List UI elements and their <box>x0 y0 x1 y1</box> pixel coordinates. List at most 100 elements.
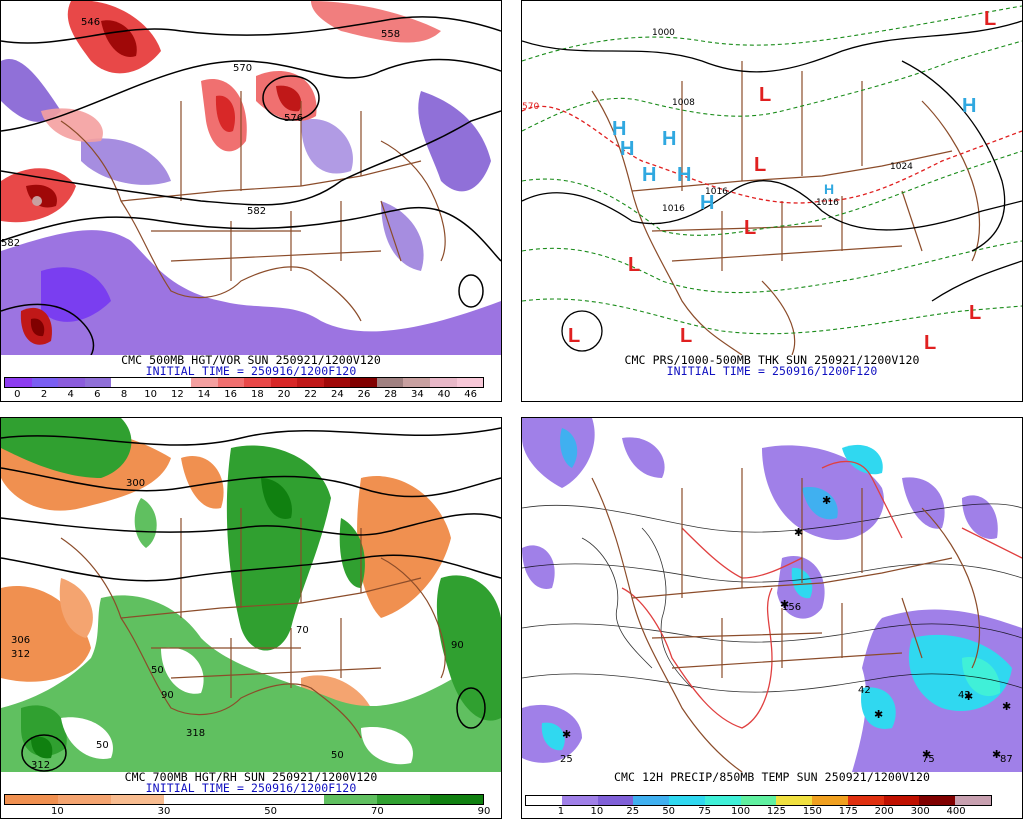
map-500mb-vorticity: 546 558 570 576 582 582 <box>1 1 501 355</box>
legend-tick-label: 6 <box>94 389 101 400</box>
panel-500mb-vorticity: 546 558 570 576 582 582 CMC 500MB HGT/VO… <box>0 0 502 402</box>
legend-swatch <box>270 795 324 804</box>
legend-swatch <box>350 378 377 387</box>
contour-label: 582 <box>1 238 20 249</box>
panel-precip-850mb-temp: 156 42 42 75 87 25 ✱ ✱ ✱ ✱ ✱ ✱ ✱ ✱ ✱ CMC 12H P… <box>521 417 1023 819</box>
legend-tick-label: 12 <box>170 389 184 400</box>
legend-tick-label: 70 <box>370 806 384 817</box>
legend-tick-label: 16 <box>224 389 238 400</box>
legend-swatch <box>270 378 298 387</box>
rh-label: 90 <box>451 640 464 651</box>
map-precip-temp: 156 42 42 75 87 25 ✱ ✱ ✱ ✱ ✱ ✱ ✱ ✱ ✱ <box>522 418 1022 772</box>
legend-tick-label: 200 <box>874 806 894 817</box>
legend-tick-label: 25 <box>626 806 640 817</box>
contour-label: 300 <box>126 478 145 489</box>
high-pressure-marker: H <box>677 164 691 186</box>
legend-swatch <box>430 378 457 387</box>
high-pressure-marker: H <box>700 192 714 214</box>
legend-ticks: 1 10 25 50 75 100 125 150 175 200 300 400 <box>525 806 990 817</box>
contour-label: 306 <box>11 635 30 646</box>
low-pressure-marker: L <box>568 325 580 347</box>
color-legend <box>4 377 484 388</box>
precip-point-label: 25 <box>560 754 573 765</box>
legend-tick-label: 46 <box>464 389 478 400</box>
legend-swatch <box>58 378 85 387</box>
legend-swatch <box>217 378 245 387</box>
precip-point-label: 156 <box>782 602 801 613</box>
thickness-label: 570 <box>522 102 539 112</box>
map-svg: 156 42 42 75 87 25 ✱ ✱ ✱ ✱ ✱ ✱ ✱ ✱ ✱ <box>522 418 1022 772</box>
legend-tick-label: 14 <box>197 389 211 400</box>
low-pressure-marker: L <box>744 217 756 239</box>
rh-label: 50 <box>331 750 344 761</box>
legend-swatch <box>740 796 777 805</box>
panel-frame <box>521 0 1023 402</box>
svg-text:H: H <box>824 181 834 197</box>
rh-label: 70 <box>296 625 309 636</box>
contour-label: 318 <box>186 728 205 739</box>
low-pressure-marker: L <box>628 254 640 276</box>
contour-label: 582 <box>247 206 266 217</box>
svg-text:✱: ✱ <box>780 598 789 611</box>
color-legend <box>525 795 992 806</box>
legend-swatch <box>376 378 404 387</box>
legend-tick-label: 400 <box>946 806 966 817</box>
legend-swatch <box>883 796 920 805</box>
svg-text:✱: ✱ <box>874 708 883 721</box>
panel-caption: CMC 500MB HGT/VOR SUN 250921/1200V120 <box>121 353 381 367</box>
legend-ticks: 0 2 4 6 8 10 12 14 16 18 20 22 24 26 28 34 40 46 <box>4 389 484 400</box>
legend-swatch <box>111 378 138 387</box>
contour-label: 546 <box>81 17 100 28</box>
isobar-label: 1008 <box>672 98 695 108</box>
legend-swatch <box>5 795 59 804</box>
legend-tick-label: 4 <box>67 389 74 400</box>
map-pressure-thickness: H H H H H H H L L L L L L L L L H 1000 <box>522 1 1022 355</box>
legend-tick-label: 175 <box>838 806 858 817</box>
legend-tick-label: 8 <box>120 389 128 400</box>
legend-tick-label: 90 <box>477 806 491 817</box>
isobar-label: 1016 <box>816 198 839 208</box>
panel-caption: CMC 12H PRECIP/850MB TEMP SUN 250921/120… <box>613 770 931 784</box>
legend-tick-label: 22 <box>304 389 318 400</box>
legend-tick-label: 26 <box>357 389 371 400</box>
legend-swatch <box>137 378 165 387</box>
legend-ticks: 10 30 50 70 90 <box>4 806 490 817</box>
svg-text:✱: ✱ <box>562 728 571 741</box>
legend-swatch <box>955 796 991 805</box>
legend-swatch <box>190 378 218 387</box>
legend-swatch <box>456 378 484 387</box>
legend-tick-label: 30 <box>157 806 171 817</box>
legend-tick-label: 300 <box>910 806 930 817</box>
contour-label: 576 <box>284 113 303 124</box>
panel-frame <box>0 0 502 402</box>
high-pressure-marker: H <box>962 95 976 117</box>
legend-tick-label: 150 <box>802 806 822 817</box>
high-pressure-marker: H <box>612 118 626 140</box>
legend-tick-label: 18 <box>250 389 264 400</box>
contour-label: 312 <box>31 760 50 771</box>
isobar-label: 1024 <box>890 162 913 172</box>
legend-swatch <box>297 378 324 387</box>
isobar-label: 1000 <box>652 28 675 38</box>
legend-tick-label: 10 <box>50 806 64 817</box>
legend-swatch <box>217 795 271 804</box>
panel-700mb-rh: 300 306 312 312 318 50 90 70 50 90 50 CM… <box>0 417 502 819</box>
legend-swatch <box>164 378 191 387</box>
svg-text:✱: ✱ <box>964 690 973 703</box>
legend-swatch <box>561 796 598 805</box>
panel-initial-time: INITIAL TIME = 250916/1200F120 <box>145 781 357 795</box>
legend-swatch <box>323 378 351 387</box>
low-pressure-marker: L <box>759 84 771 106</box>
rh-label: 90 <box>161 690 174 701</box>
precip-point-label: 87 <box>1000 754 1013 765</box>
precip-point-label: 42 <box>958 690 971 701</box>
legend-tick-label: 125 <box>766 806 786 817</box>
legend-swatch <box>376 795 430 804</box>
legend-tick-label: 28 <box>384 389 398 400</box>
legend-swatch <box>633 796 670 805</box>
low-pressure-marker: L <box>969 302 981 324</box>
legend-swatch <box>164 795 218 804</box>
legend-swatch <box>847 796 884 805</box>
low-pressure-marker: L <box>680 325 692 347</box>
map-svg: 300 306 312 312 318 50 90 70 50 90 50 <box>1 418 501 772</box>
